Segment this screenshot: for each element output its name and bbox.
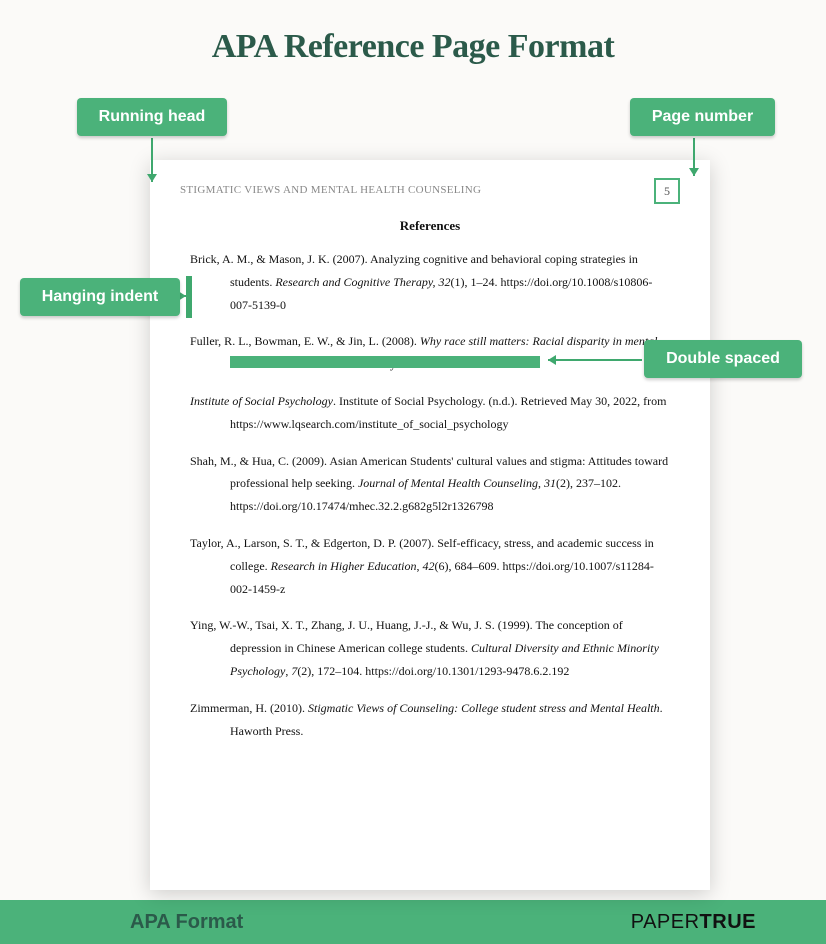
arrow-page-number [686, 130, 702, 184]
footer-brand: PAPERTRUE [631, 911, 756, 934]
page-title: APA Reference Page Format [0, 0, 826, 66]
references-heading: References [150, 218, 710, 234]
footer-bar: APA Format PAPERTRUE [0, 900, 826, 944]
brand-bold: TRUE [700, 911, 756, 933]
arrow-running-head [144, 130, 160, 190]
reference-entry: Ying, W.-W., Tsai, X. T., Zhang, J. U., … [190, 614, 672, 682]
reference-entry: Shah, M., & Hua, C. (2009). Asian Americ… [190, 450, 672, 518]
footer-left-label: APA Format [130, 911, 243, 934]
callout-running-head: Running head [77, 98, 227, 136]
page-number-box: 5 [654, 178, 680, 204]
callout-hanging-indent: Hanging indent [20, 278, 180, 316]
running-head-text: STIGMATIC VIEWS AND MENTAL HEALTH COUNSE… [180, 184, 481, 196]
callout-page-number: Page number [630, 98, 775, 136]
arrow-double-spaced [540, 352, 650, 368]
double-spaced-highlight [230, 356, 540, 368]
reference-entry: Brick, A. M., & Mason, J. K. (2007). Ana… [190, 248, 672, 316]
document-page: STIGMATIC VIEWS AND MENTAL HEALTH COUNSE… [150, 160, 710, 890]
callout-double-spaced: Double spaced [644, 340, 802, 378]
reference-entry: Zimmerman, H. (2010). Stigmatic Views of… [190, 697, 672, 743]
brand-thin: PAPER [631, 911, 700, 933]
reference-entry: Taylor, A., Larson, S. T., & Edgerton, D… [190, 532, 672, 600]
references-list: Brick, A. M., & Mason, J. K. (2007). Ana… [150, 234, 710, 742]
reference-entry: Institute of Social Psychology. Institut… [190, 390, 672, 436]
